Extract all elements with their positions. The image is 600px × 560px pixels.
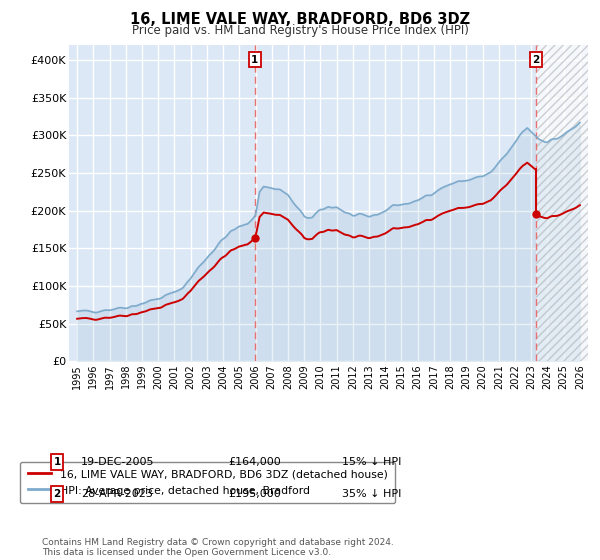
Text: £195,000: £195,000 — [228, 489, 281, 499]
Text: 15% ↓ HPI: 15% ↓ HPI — [342, 457, 401, 467]
Text: Price paid vs. HM Land Registry's House Price Index (HPI): Price paid vs. HM Land Registry's House … — [131, 24, 469, 36]
Text: £164,000: £164,000 — [228, 457, 281, 467]
Legend: 16, LIME VALE WAY, BRADFORD, BD6 3DZ (detached house), HPI: Average price, detac: 16, LIME VALE WAY, BRADFORD, BD6 3DZ (de… — [20, 461, 395, 503]
Text: 28-APR-2023: 28-APR-2023 — [81, 489, 153, 499]
Bar — [536, 45, 588, 361]
Text: 16, LIME VALE WAY, BRADFORD, BD6 3DZ: 16, LIME VALE WAY, BRADFORD, BD6 3DZ — [130, 12, 470, 27]
Text: Contains HM Land Registry data © Crown copyright and database right 2024.
This d: Contains HM Land Registry data © Crown c… — [42, 538, 394, 557]
Text: 35% ↓ HPI: 35% ↓ HPI — [342, 489, 401, 499]
Text: 2: 2 — [53, 489, 61, 499]
Bar — [536, 45, 588, 361]
Text: 19-DEC-2005: 19-DEC-2005 — [81, 457, 155, 467]
Text: 2: 2 — [532, 55, 539, 65]
Text: 1: 1 — [53, 457, 61, 467]
Text: 1: 1 — [251, 55, 259, 65]
